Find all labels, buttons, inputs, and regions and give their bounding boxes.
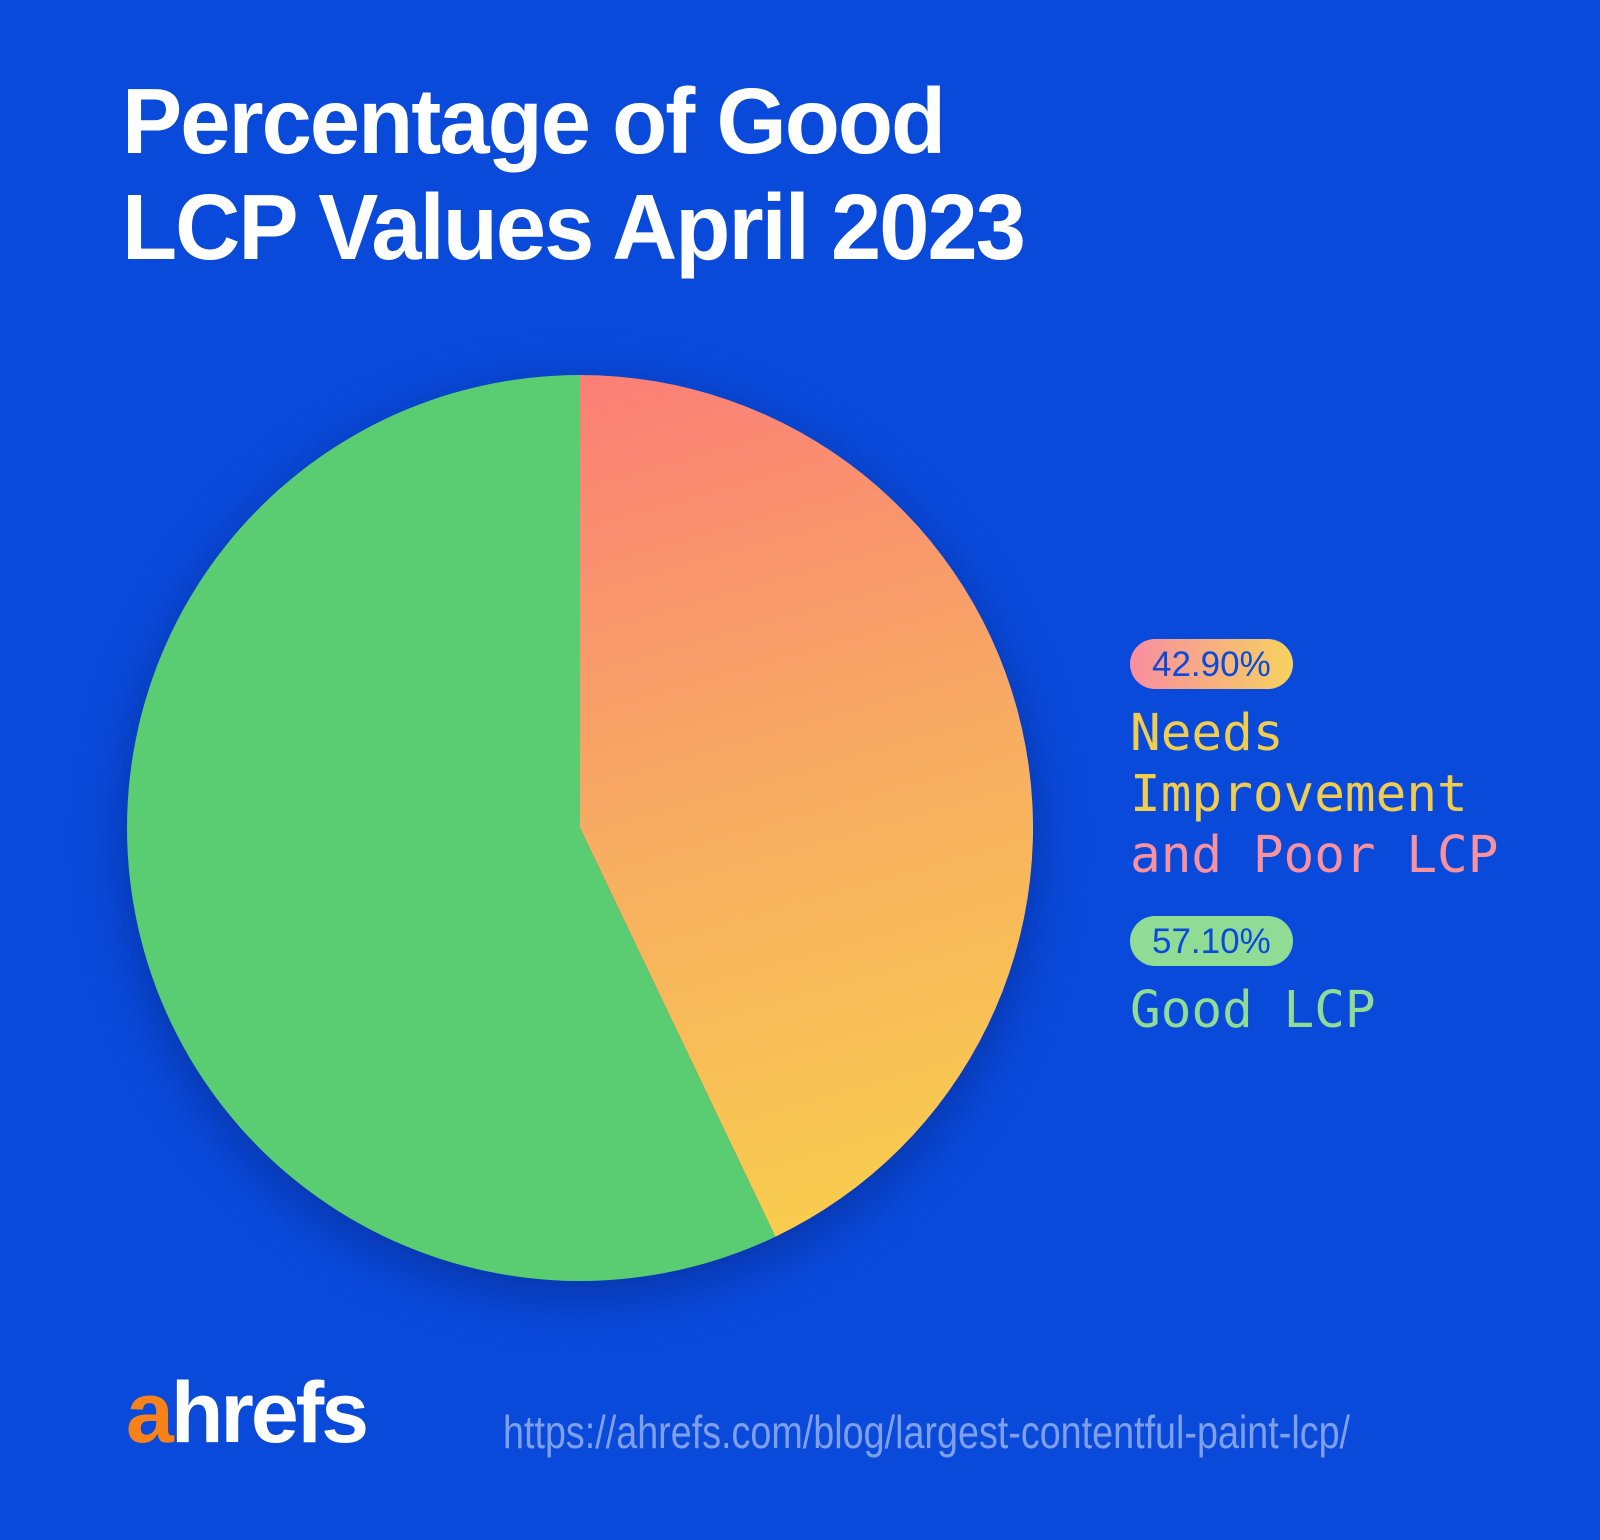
legend-label-main: Needs Improvement: [1130, 704, 1468, 824]
page-title-line1: Percentage of Good: [122, 69, 946, 173]
legend-label-good-lcp: Good LCP: [1130, 980, 1528, 1041]
legend-label-main: Good LCP: [1130, 981, 1376, 1040]
pie-chart: [127, 375, 1034, 1281]
ahrefs-logo-a: a: [126, 1365, 174, 1461]
ahrefs-logo: ahrefs: [126, 1370, 369, 1456]
legend-label-secondary: and Poor LCP: [1130, 826, 1499, 885]
legend-label-needs-improvement: Needs Improvement and Poor LCP: [1130, 703, 1528, 886]
legend-item-needs-improvement: 42.90% Needs Improvement and Poor LCP: [1130, 639, 1530, 886]
legend-item-good-lcp: 57.10% Good LCP: [1130, 916, 1530, 1041]
legend-badge-needs-improvement: 42.90%: [1130, 639, 1293, 689]
page-title: Percentage of Good LCP Values April 2023: [122, 68, 1026, 280]
legend: 42.90% Needs Improvement and Poor LCP 57…: [1130, 639, 1530, 1071]
source-url: https://ahrefs.com/blog/largest-contentf…: [503, 1406, 1351, 1458]
pie-slice-needs-improvement-and-poor-lcp: [580, 375, 1034, 1237]
legend-badge-good-lcp: 57.10%: [1130, 916, 1293, 966]
page-title-line2: LCP Values April 2023: [122, 175, 1026, 279]
ahrefs-logo-hrefs: hrefs: [170, 1365, 369, 1461]
pie-slice-good-lcp: [127, 375, 776, 1281]
pie-svg: [127, 375, 1034, 1281]
